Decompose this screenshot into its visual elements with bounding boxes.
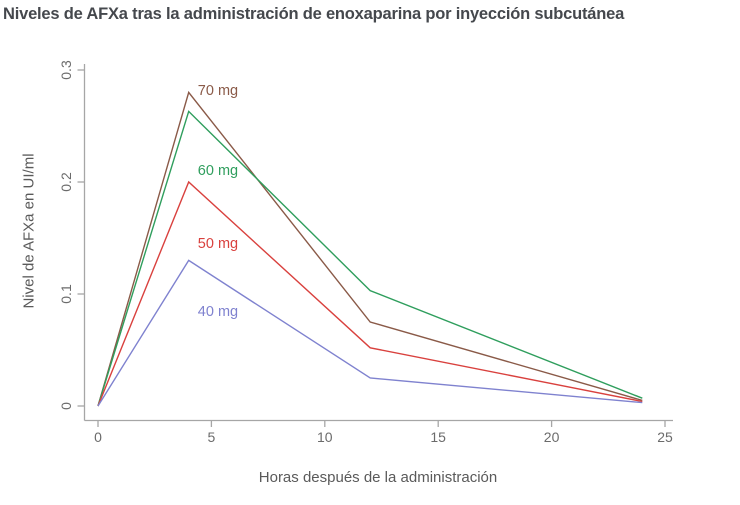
series-label-40-mg: 40 mg: [197, 303, 239, 320]
series-label-60-mg: 60 mg: [197, 162, 239, 179]
x-tick-label: 20: [543, 429, 560, 445]
series-label-50-mg: 50 mg: [197, 235, 239, 252]
series-label-70-mg: 70 mg: [197, 83, 239, 100]
x-tick-label: 5: [207, 429, 216, 445]
series-line-60-mg: [97, 110, 643, 407]
y-tick-label: 0.2: [58, 172, 74, 192]
series-line-70-mg: [97, 90, 643, 407]
series-line-50-mg: [97, 180, 643, 407]
x-axis-title: Horas después de la administración: [258, 469, 498, 486]
chart-title: Niveles de AFXa tras la administración d…: [3, 5, 625, 23]
x-tick-label: 15: [430, 429, 446, 445]
x-tick-label: 10: [317, 429, 333, 445]
x-tick-label: 0: [94, 429, 102, 445]
series-line-40-mg: [97, 259, 643, 407]
y-tick-label: 0: [58, 402, 74, 410]
y-tick-label: 0.3: [58, 60, 74, 80]
x-tick-label: 25: [657, 429, 673, 445]
y-tick-label: 0.1: [58, 284, 74, 304]
